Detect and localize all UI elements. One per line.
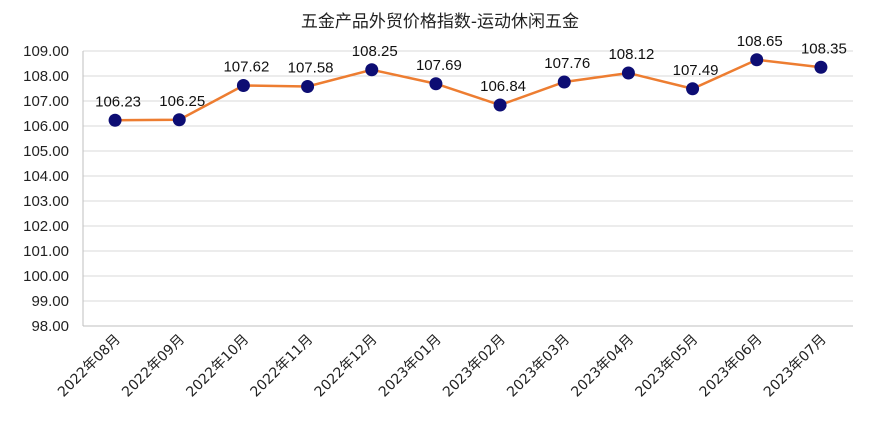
- y-tick-label: 103.00: [23, 193, 69, 210]
- x-tick-label: 2023年02月: [440, 332, 509, 401]
- data-label: 108.25: [352, 43, 398, 60]
- data-point: [236, 79, 250, 92]
- data-point: [686, 82, 700, 96]
- x-tick-label: 2022年11月: [248, 332, 317, 401]
- x-tick-label: 2022年08月: [55, 332, 124, 401]
- data-label: 108.65: [737, 33, 783, 50]
- x-tick-label: 2023年06月: [697, 332, 766, 401]
- data-point: [172, 113, 186, 127]
- data-label: 107.69: [416, 57, 462, 74]
- y-tick-label: 98.00: [31, 318, 69, 335]
- y-tick-label: 104.00: [23, 168, 69, 185]
- y-tick-label: 100.00: [23, 268, 69, 285]
- data-label: 106.23: [95, 93, 141, 110]
- data-point: [429, 77, 443, 91]
- data-label: 108.12: [608, 46, 654, 63]
- x-tick-label: 2022年12月: [312, 332, 381, 401]
- y-tick-label: 101.00: [23, 243, 69, 260]
- data-label: 106.25: [159, 93, 205, 110]
- chart-title: 五金产品外贸价格指数-运动休闲五金: [301, 12, 579, 32]
- y-tick-label: 99.00: [31, 293, 69, 310]
- data-point: [814, 60, 828, 74]
- data-label: 108.35: [801, 40, 847, 57]
- y-tick-label: 102.00: [23, 218, 69, 235]
- y-tick-label: 107.00: [23, 93, 69, 110]
- x-axis-ticks: 2022年08月2022年09月2022年10月2022年11月2022年12月…: [55, 332, 830, 401]
- x-tick-label: 2022年09月: [119, 332, 188, 401]
- data-point: [108, 113, 122, 127]
- x-tick-label: 2023年03月: [504, 332, 573, 401]
- series-line: [115, 58, 822, 122]
- data-point: [301, 80, 315, 93]
- y-tick-label: 108.00: [23, 68, 69, 85]
- data-labels: 106.23 106.25 107.62 107.58 108.25 107.69 106.…: [95, 33, 847, 111]
- x-tick-label: 2022年10月: [183, 332, 252, 401]
- data-label: 107.58: [288, 60, 334, 77]
- data-point: [365, 63, 379, 77]
- series-markers: [108, 53, 828, 127]
- data-point: [750, 53, 764, 67]
- x-tick-label: 2023年07月: [761, 332, 830, 401]
- x-tick-label: 2023年05月: [633, 332, 702, 401]
- data-point: [621, 66, 635, 80]
- x-tick-label: 2023年04月: [568, 332, 637, 401]
- y-axis-ticks: 98.00 99.00 100.00 101.00 102.00 103.00 104.00…: [23, 43, 69, 335]
- gridlines: [82, 50, 853, 327]
- series-line-path: [115, 58, 822, 122]
- y-tick-label: 105.00: [23, 143, 69, 160]
- data-label: 106.84: [480, 78, 526, 95]
- y-tick-label: 106.00: [23, 118, 69, 135]
- data-label: 107.76: [544, 55, 590, 72]
- data-point: [557, 75, 571, 89]
- data-label: 107.49: [673, 62, 719, 79]
- data-label: 107.62: [223, 59, 269, 76]
- data-point: [493, 98, 507, 112]
- y-tick-label: 109.00: [23, 43, 69, 60]
- x-tick-label: 2023年01月: [376, 332, 445, 401]
